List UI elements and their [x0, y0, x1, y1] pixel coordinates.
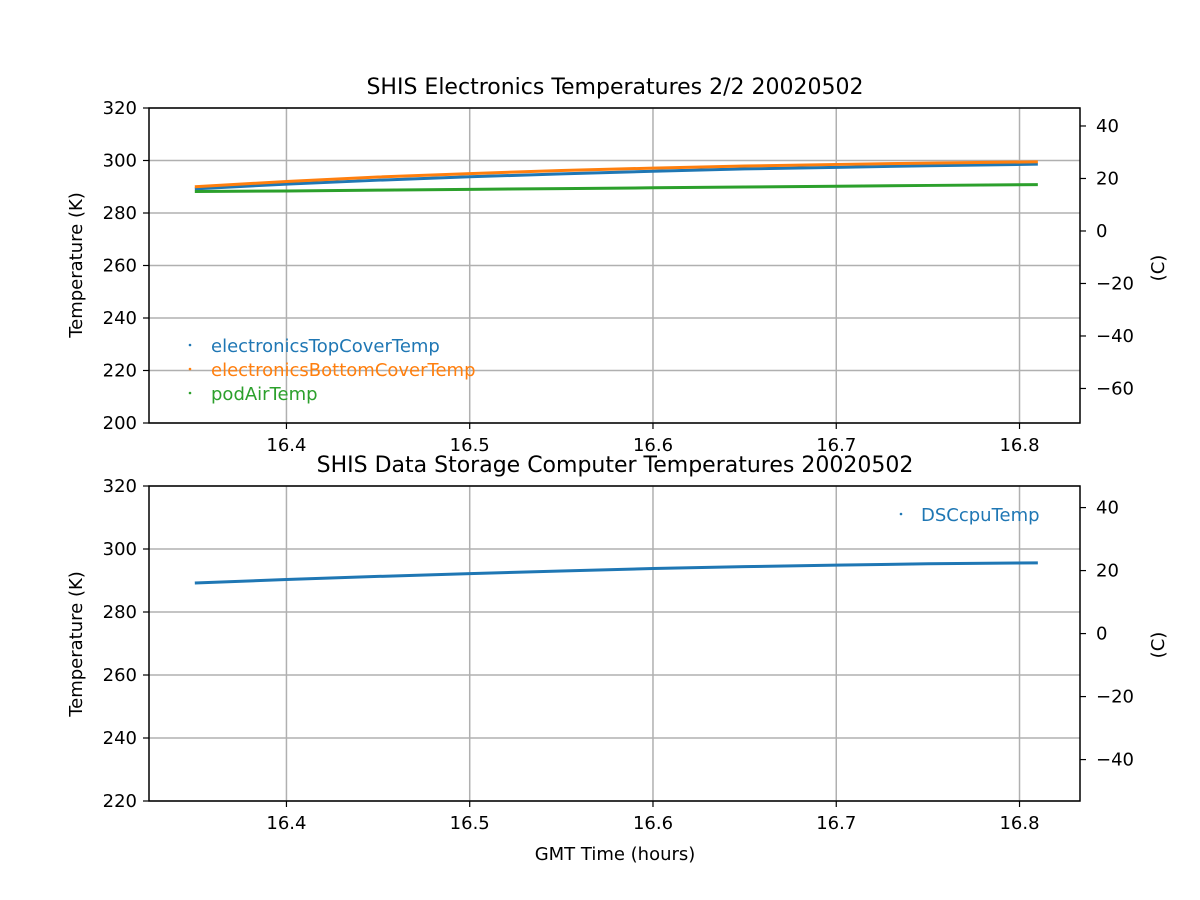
legend-label: electronicsTopCoverTemp: [211, 336, 440, 357]
y2-tick-label: 0: [1096, 221, 1107, 242]
y-tick-label: 280: [103, 602, 137, 623]
y2-tick-label: 20: [1096, 168, 1119, 189]
y2-tick-label: 40: [1096, 116, 1119, 137]
y2-tick-label: −60: [1096, 378, 1134, 399]
y-tick-label: 320: [103, 98, 137, 119]
y-tick-label: 240: [103, 728, 137, 749]
series-line-DSCcpuTemp: [194, 561, 1038, 585]
y2-tick-label: −40: [1096, 750, 1134, 771]
series-line-podAirTemp: [194, 183, 1038, 193]
y-axis-label: Temperature (K): [66, 571, 87, 718]
legend: DSCcpuTemp: [899, 505, 1040, 526]
chart-electronics-temperatures: SHIS Electronics Temperatures 2/2 200205…: [66, 75, 1169, 456]
series-line-electronicsBottomCoverTemp: [194, 160, 1038, 189]
gridlines: [149, 107, 1080, 424]
legend-label: podAirTemp: [211, 384, 318, 405]
x-tick-label: 16.8: [999, 435, 1039, 456]
y2-tick-label: −40: [1096, 326, 1134, 347]
y2-tick-label: 20: [1096, 561, 1119, 582]
x-tick-label: 16.6: [633, 435, 673, 456]
y2-tick-label: −20: [1096, 687, 1134, 708]
x-tick-label: 16.5: [450, 813, 490, 834]
y-tick-label: 240: [103, 308, 137, 329]
y-tick-label: 320: [103, 476, 137, 497]
chart-data-storage-computer-temperatures: SHIS Data Storage Computer Temperatures …: [66, 453, 1169, 865]
plot-frame: [148, 485, 1081, 802]
x-tick-label: 16.7: [816, 435, 856, 456]
x-tick-label: 16.8: [999, 813, 1039, 834]
y2-tick-label: 40: [1096, 498, 1119, 519]
y2-axis-label: (C): [1148, 632, 1169, 659]
series-line-electronicsTopCoverTemp: [194, 162, 1038, 191]
legend-marker: [899, 512, 903, 516]
y2-tick-label: 0: [1096, 624, 1107, 645]
x-tick-label: 16.6: [633, 813, 673, 834]
legend-marker: [188, 343, 192, 347]
y-tick-label: 260: [103, 665, 137, 686]
y-tick-label: 260: [103, 256, 137, 277]
y2-tick-label: −20: [1096, 273, 1134, 294]
x-tick-label: 16.4: [266, 813, 306, 834]
x-tick-label: 16.5: [450, 435, 490, 456]
y-tick-label: 200: [103, 413, 137, 434]
legend-marker: [188, 367, 192, 371]
x-tick-label: 16.7: [816, 813, 856, 834]
legend-marker: [188, 391, 192, 395]
y-tick-label: 300: [103, 539, 137, 560]
y-tick-label: 300: [103, 151, 137, 172]
y-tick-label: 280: [103, 203, 137, 224]
legend: electronicsTopCoverTemp electronicsBottom…: [188, 336, 476, 405]
chart-title: SHIS Electronics Temperatures 2/2 200205…: [366, 75, 863, 100]
chart-title: SHIS Data Storage Computer Temperatures …: [317, 453, 914, 478]
x-tick-label: 16.4: [266, 435, 306, 456]
y-tick-label: 220: [103, 791, 137, 812]
y-axis-label: Temperature (K): [66, 192, 87, 339]
legend-label: DSCcpuTemp: [921, 505, 1040, 526]
y2-axis-label: (C): [1148, 255, 1169, 282]
x-axis-label: GMT Time (hours): [535, 844, 696, 865]
legend-label: electronicsBottomCoverTemp: [211, 360, 476, 381]
y-tick-label: 220: [103, 361, 137, 382]
